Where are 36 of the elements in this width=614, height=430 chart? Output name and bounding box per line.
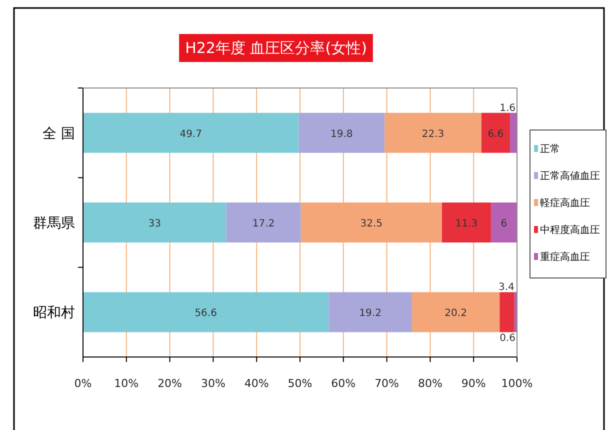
data-label: 6 <box>500 218 508 230</box>
data-label: 0.6 <box>500 333 516 344</box>
data-label: 1.6 <box>500 102 516 114</box>
x-tick-label: 50% <box>288 377 312 390</box>
x-tick-label: 0% <box>74 377 92 390</box>
data-label: 19.8 <box>330 128 353 140</box>
data-label: 56.6 <box>194 308 217 320</box>
chart-title: H22年度 血圧区分率(女性) <box>185 39 367 57</box>
x-tick-label: 40% <box>244 377 269 390</box>
data-label: 19.2 <box>359 308 382 320</box>
legend-label: 正常 <box>540 143 560 155</box>
data-label: 33 <box>148 218 161 230</box>
data-label: 11.3 <box>455 218 478 230</box>
x-tick-label: 80% <box>418 377 442 390</box>
legend-label: 正常高値血圧 <box>540 170 600 182</box>
x-tick-label: 60% <box>331 377 356 390</box>
x-tick-label: 10% <box>114 377 139 390</box>
y-tick-label: 群馬県 <box>33 216 75 232</box>
legend-label: 重症高血圧 <box>540 251 590 263</box>
data-label: 32.5 <box>360 218 383 230</box>
x-tick-label: 90% <box>461 377 486 390</box>
x-tick-label: 30% <box>200 377 226 390</box>
x-tick-label: 70% <box>374 377 400 390</box>
title: H22年度 血圧区分率(女性) <box>179 34 373 62</box>
data-label: 49.7 <box>180 128 202 140</box>
data-label: 3.4 <box>498 282 514 294</box>
x-tick-label: 100% <box>501 377 533 390</box>
data-label: 22.3 <box>422 128 444 140</box>
y-tick-label: 全 国 <box>42 126 75 142</box>
legend-label: 軽症高血圧 <box>540 197 590 209</box>
data-label: 6.6 <box>488 128 504 140</box>
legend-label: 中程度高血圧 <box>540 224 600 236</box>
x-tick-label: 20% <box>158 377 182 390</box>
y-tick-label: 昭和村 <box>33 305 75 322</box>
data-label: 17.2 <box>252 218 275 230</box>
data-label: 20.2 <box>444 308 467 320</box>
